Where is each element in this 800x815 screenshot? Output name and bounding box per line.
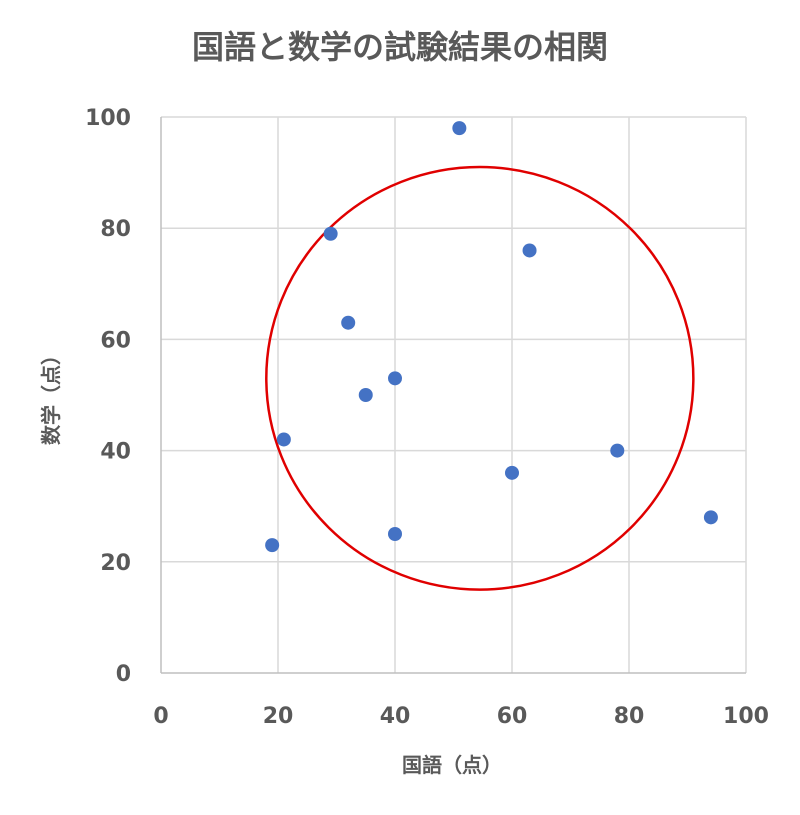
annotation-circle: [265, 165, 695, 591]
data-point: [276, 432, 291, 447]
y-tick-labels: 0 20 40 60 80 100: [85, 106, 131, 687]
data-point: [323, 226, 338, 241]
y-tick-label: 60: [100, 328, 131, 353]
data-point: [522, 243, 537, 258]
data-point: [703, 510, 718, 525]
y-tick-label: 80: [100, 217, 131, 242]
y-tick-label: 0: [116, 662, 131, 687]
x-tick-label: 100: [723, 704, 769, 729]
x-tick-labels: 0 20 40 60 80 100: [153, 704, 769, 729]
x-tick-label: 40: [380, 704, 411, 729]
x-tick-label: 0: [153, 704, 168, 729]
y-tick-label: 100: [85, 106, 131, 131]
chart-title: 国語と数学の試験結果の相関: [192, 28, 608, 66]
x-tick-label: 60: [497, 704, 528, 729]
data-point: [265, 538, 280, 553]
x-tick-label: 20: [263, 704, 294, 729]
data-point: [505, 465, 519, 480]
y-tick-label: 20: [100, 551, 131, 576]
data-point: [358, 388, 373, 402]
x-axis-label: 国語（点）: [402, 753, 502, 777]
y-tick-label: 40: [100, 440, 131, 465]
data-point: [452, 121, 467, 136]
x-tick-label: 80: [614, 704, 645, 729]
data-points: [265, 121, 718, 553]
data-point: [388, 527, 402, 541]
gridlines: [161, 116, 747, 673]
y-axis-label: 数学（点）: [39, 345, 63, 445]
data-point: [610, 443, 625, 458]
data-point: [341, 315, 356, 330]
annotations: [265, 165, 695, 591]
axes: [160, 117, 746, 674]
data-point: [388, 371, 402, 386]
